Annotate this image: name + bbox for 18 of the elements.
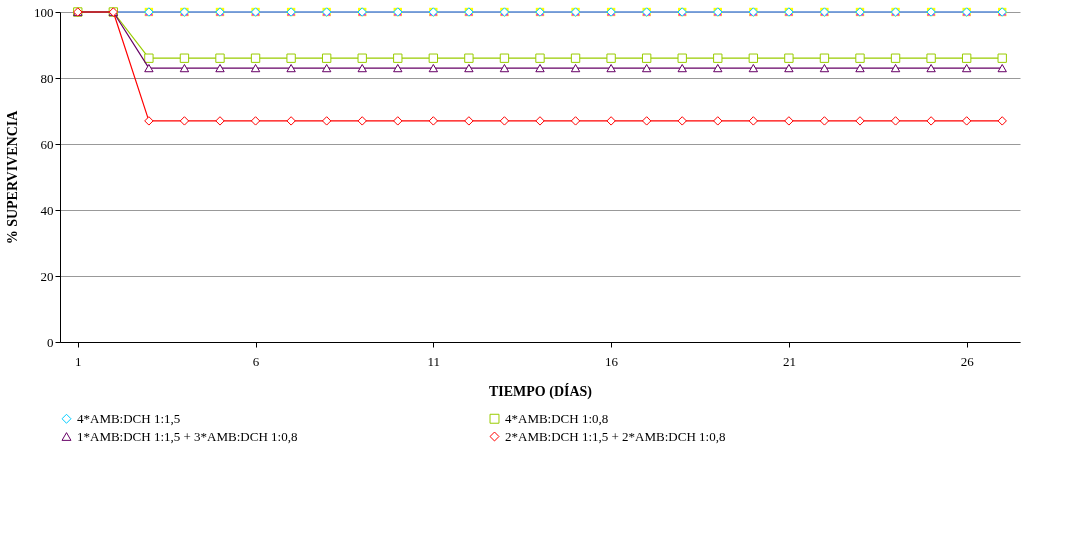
y-tick-label: 40: [40, 202, 54, 218]
x-axis-title: TIEMPO (DÍAS): [488, 382, 593, 400]
legend-label: 1*AMB:DCH 1:1,5 + 3*AMB:DCH 1:0,8: [77, 428, 298, 444]
legend-label: 2*AMB:DCH 1:1,5 + 2*AMB:DCH 1:0,8: [505, 428, 726, 444]
x-tick-label: 11: [427, 353, 441, 369]
y-tick-label: 20: [40, 268, 54, 284]
y-tick-label: 100: [34, 4, 54, 20]
legend-label: 4*AMB:DCH 1:1,5: [77, 410, 181, 426]
y-tick-label: 60: [40, 136, 54, 152]
x-tick-label: 21: [782, 353, 796, 369]
x-tick-label: 1: [75, 353, 82, 369]
x-tick-label: 16: [605, 353, 619, 369]
y-tick-label: 80: [40, 70, 54, 86]
x-tick-label: 6: [252, 353, 260, 369]
legend-label: 4*AMB:DCH 1:0,8: [505, 410, 609, 426]
y-axis-title: % SUPERVIVENCIA: [5, 109, 20, 245]
x-tick-label: 26: [960, 353, 975, 369]
y-tick-label: 0: [47, 334, 54, 350]
